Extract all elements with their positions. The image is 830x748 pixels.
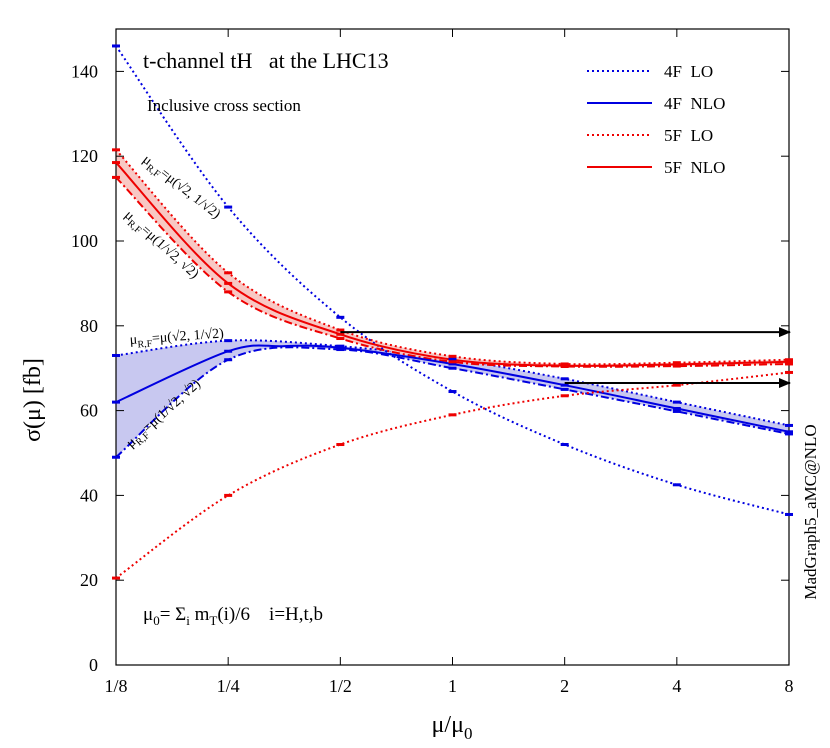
band-marker-1-4 (560, 387, 569, 391)
series-marker-1-6 (672, 406, 681, 410)
series-marker-1-4 (448, 362, 457, 366)
y-axis-label: σ(μ) [fb] (20, 358, 46, 442)
band-marker-1-5 (672, 409, 681, 413)
y-tick-label: 60 (80, 401, 98, 421)
band-marker-0-3 (448, 357, 457, 361)
series-marker-1-3 (336, 346, 345, 350)
series-marker-0-5 (672, 483, 681, 487)
band-marker-3-5 (672, 364, 681, 368)
band-marker-1-3 (448, 366, 457, 370)
legend-label-0: 4F LO (664, 62, 713, 81)
x-tick-label: 1/8 (104, 676, 127, 696)
series-marker-1-0 (112, 400, 120, 404)
y-tick-label: 120 (71, 146, 98, 166)
legend: 4F LO 4F NLO 5F LO 5F NLO (587, 62, 725, 177)
series-marker-3-0 (112, 161, 120, 165)
side-label: MadGraph5_aMC@NLO (801, 424, 820, 599)
band-marker-2-1 (224, 271, 233, 275)
band-marker-2-3 (448, 354, 457, 358)
band-marker-3-1 (224, 290, 233, 294)
series-marker-2-0 (112, 576, 120, 580)
series-marker-3-5 (672, 362, 681, 366)
y-tick-label: 140 (71, 61, 98, 81)
band-5f-nlo (116, 149, 789, 367)
y-tick-label: 0 (89, 655, 98, 675)
series-marker-2-4 (560, 394, 569, 398)
arrows (340, 327, 791, 389)
series-marker-0-4 (560, 443, 569, 447)
series-marker-3-2 (336, 332, 345, 336)
series-marker-1-5 (560, 383, 569, 387)
band-marker-1-0 (112, 455, 120, 459)
series-marker-0-1 (224, 205, 233, 209)
x-tick-label: 1 (448, 676, 457, 696)
series-marker-0-3 (448, 390, 457, 394)
band-marker-1-2 (336, 348, 345, 352)
band-marker-2-6 (785, 358, 793, 362)
x-tick-label: 1/4 (217, 676, 240, 696)
mu0-definition: μ0= Σi mT(i)/6 i=H,t,b (143, 604, 323, 628)
series-marker-0-6 (785, 512, 793, 516)
band-marker-1-1 (224, 358, 233, 362)
y-tick-label: 20 (80, 570, 98, 590)
x-tick-label: 4 (672, 676, 681, 696)
legend-label-1: 4F NLO (664, 94, 725, 113)
chart-title: t-channel tH at the LHC13 (143, 48, 389, 73)
chart-subtitle: Inclusive cross section (147, 96, 301, 115)
series-marker-0-2 (336, 315, 345, 319)
y-tick-label: 100 (71, 231, 98, 251)
y-tick-label: 40 (80, 485, 98, 505)
series-line-2 (115, 371, 790, 579)
band-marker-0-6 (785, 423, 793, 427)
band-marker-3-3 (448, 360, 457, 364)
band-marker-3-6 (785, 362, 793, 366)
band-marker-2-5 (672, 361, 681, 365)
x-tick-label: 1/2 (329, 676, 352, 696)
series-marker-3-6 (785, 360, 793, 364)
x-axis-label: μ/μ0 (432, 712, 473, 743)
series-marker-2-6 (785, 370, 793, 374)
band-marker-0-1 (224, 339, 233, 343)
band-marker-2-4 (560, 362, 569, 366)
series-marker-1-7 (785, 430, 793, 434)
series-marker-3-1 (224, 281, 233, 285)
band-5f-nlo-upper (115, 149, 790, 366)
band-marker-3-0 (112, 175, 120, 179)
y-tick-label: 80 (80, 316, 98, 336)
legend-label-3: 5F NLO (664, 158, 725, 177)
series-marker-1-1 (224, 349, 233, 353)
band-marker-2-0 (112, 148, 120, 152)
band-marker-3-4 (560, 365, 569, 369)
data-markers (112, 44, 793, 580)
series-marker-2-5 (672, 383, 681, 387)
band-marker-0-2 (336, 344, 345, 348)
band-marker-2-2 (336, 328, 345, 332)
band-marker-0-4 (560, 377, 569, 381)
legend-label-2: 5F LO (664, 126, 713, 145)
x-tick-label: 2 (560, 676, 569, 696)
series-marker-2-3 (448, 413, 457, 417)
series-marker-2-1 (224, 493, 233, 497)
band-marker-1-6 (785, 432, 793, 436)
band-marker-0-5 (672, 400, 681, 404)
series-marker-0-0 (112, 44, 120, 48)
series-line-0 (115, 45, 790, 516)
band-marker-3-2 (336, 337, 345, 341)
series-marker-2-2 (336, 443, 345, 447)
band-marker-0-0 (112, 353, 120, 357)
x-tick-label: 8 (785, 676, 794, 696)
